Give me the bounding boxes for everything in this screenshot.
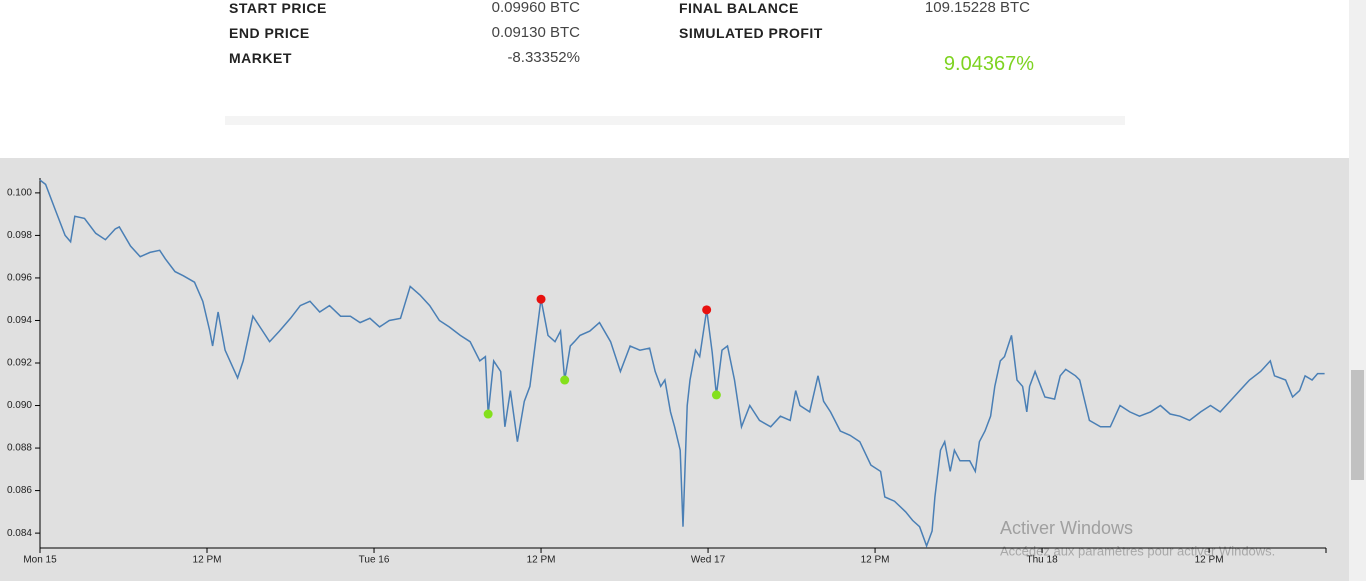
price-line xyxy=(39,179,1325,549)
trade-marker xyxy=(483,409,493,419)
stat-label: END PRICE xyxy=(229,25,310,41)
trade-marker xyxy=(536,294,546,304)
y-tick-label: 0.084 xyxy=(7,528,32,539)
stat-value: 109.15228 BTC xyxy=(924,0,1030,16)
chart-panel: Activer Windows Accédez aux paramètres p… xyxy=(0,158,1349,581)
x-tick-label: 12 PM xyxy=(527,555,556,566)
watermark-subtitle: Accédez aux paramètres pour activer Wind… xyxy=(1000,543,1275,558)
watermark-title: Activer Windows xyxy=(1000,518,1133,538)
trade-marker xyxy=(702,305,712,315)
stat-value: 0.09130 BTC xyxy=(491,24,580,41)
y-tick-label: 0.094 xyxy=(7,315,32,326)
y-tick-label: 0.092 xyxy=(7,358,32,369)
y-tick-label: 0.100 xyxy=(7,188,32,199)
trade-marker xyxy=(711,390,721,400)
x-tick-label: Thu 18 xyxy=(1027,555,1059,566)
scrollbar[interactable] xyxy=(1349,0,1366,581)
y-tick-label: 0.096 xyxy=(7,273,32,284)
separator xyxy=(225,116,1125,125)
x-tick-label: 12 PM xyxy=(193,555,222,566)
stat-label: MARKET xyxy=(229,50,292,66)
stat-value: -8.33352% xyxy=(507,49,580,66)
x-tick-label: 12 PM xyxy=(1195,555,1224,566)
x-tick-label: Tue 16 xyxy=(359,555,390,566)
stat-label: FINAL BALANCE xyxy=(679,0,799,16)
stat-label: START PRICE xyxy=(229,0,327,16)
stat-label: SIMULATED PROFIT xyxy=(679,25,823,41)
y-tick-label: 0.090 xyxy=(7,400,32,411)
y-tick-label: 0.098 xyxy=(7,230,32,241)
chart: Activer Windows Accédez aux paramètres p… xyxy=(7,178,1327,566)
profit-value: 9.04367% xyxy=(943,53,1034,75)
trade-marker xyxy=(560,375,570,385)
y-tick-label: 0.086 xyxy=(7,485,32,496)
scrollbar-thumb[interactable] xyxy=(1351,370,1364,480)
stat-value: 0.09960 BTC xyxy=(491,0,580,16)
x-tick-label: 12 PM xyxy=(861,555,890,566)
y-tick-label: 0.088 xyxy=(7,443,32,454)
x-tick-label: Mon 15 xyxy=(23,555,57,566)
x-tick-label: Wed 17 xyxy=(691,555,726,566)
